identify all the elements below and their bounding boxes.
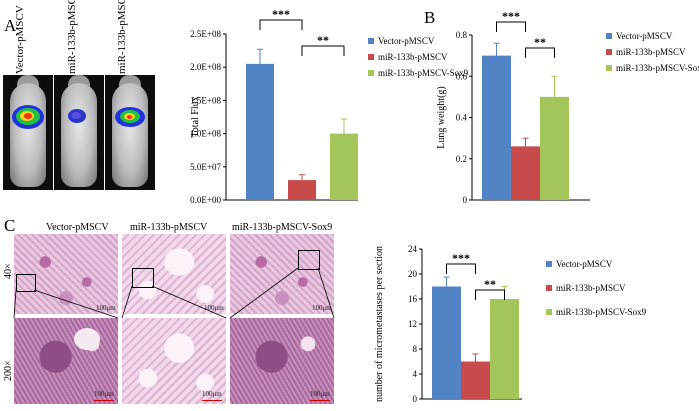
scale-label: 100μm: [312, 304, 332, 312]
legend-swatch-3: [368, 70, 374, 76]
legend-label-3: miR-133b-pMSCV-Sox9: [556, 307, 647, 317]
bar-2: [511, 146, 540, 200]
significance-label: **: [484, 277, 496, 291]
significance-label: ***: [452, 251, 470, 265]
y-tick-label: 0: [413, 394, 418, 404]
panel-letter-a: A: [4, 16, 17, 35]
bar-1: [432, 286, 461, 399]
y-tick-label: 24: [408, 244, 418, 254]
zoom-box-sox9: [298, 250, 320, 270]
legend-swatch-1: [606, 33, 612, 39]
y-tick-label: 0.4: [456, 113, 468, 123]
legend-swatch-3: [546, 309, 552, 315]
panel-letter-c: C: [4, 216, 16, 235]
bar-2: [288, 180, 316, 200]
panel-letter-b: B: [424, 8, 436, 27]
legend-swatch-1: [546, 261, 552, 267]
y-tick-label: 8: [413, 344, 418, 354]
significance-bracket: [525, 47, 555, 58]
significance-label: **: [317, 33, 329, 47]
legend-label-2: miR-133b-pMSCV: [378, 52, 448, 62]
histo-title-mir: miR-133b-pMSCV: [130, 222, 208, 233]
mouse-image-mir: [54, 75, 104, 190]
y-axis-label: Lung weight(g): [436, 86, 447, 149]
significance-bracket: [475, 289, 505, 300]
zoom-box-mir: [132, 268, 154, 288]
y-tick-label: 2.5E+08: [190, 29, 221, 39]
scale-label: 100μm: [94, 390, 114, 398]
histo-mir-40x: 100μm: [122, 234, 226, 314]
legend-label-1: Vector-pMSCV: [616, 31, 673, 41]
zoom-box-vector: [16, 274, 36, 292]
y-tick-label: 0.8: [456, 30, 468, 40]
legend-label-1: Vector-pMSCV: [556, 259, 613, 269]
y-tick-label: 1.0E+08: [190, 129, 221, 139]
bar-3: [330, 133, 358, 200]
y-tick-label: 0: [463, 195, 468, 205]
bar-2: [461, 361, 490, 399]
bar-1: [246, 63, 274, 200]
bar-3: [490, 299, 519, 399]
significance-label: ***: [272, 7, 290, 21]
histo-vector-200x: 100μm: [14, 318, 118, 404]
y-tick-label: 20: [408, 269, 418, 279]
histo-sox9-40x: 100μm: [230, 234, 334, 314]
y-tick-label: 12: [408, 319, 417, 329]
legend-swatch-2: [606, 49, 612, 55]
scale-label: 100μm: [204, 304, 224, 312]
histo-title-vector: Vector-pMSCV: [46, 222, 109, 233]
mouse-image-vector: [3, 75, 53, 190]
scale-label: 100μm: [96, 304, 116, 312]
legend-swatch-2: [368, 54, 374, 60]
legend-label-2: miR-133b-pMSCV: [616, 47, 686, 57]
bar-1: [482, 55, 511, 200]
y-axis-label: Total Flux: [190, 96, 201, 137]
legend-label-3: miR-133b-pMSCV-Sox9: [378, 68, 469, 78]
histo-sox9-200x: 100μm: [230, 318, 334, 404]
y-tick-label: 0.0E+00: [190, 195, 221, 205]
legend-swatch-1: [368, 38, 374, 44]
significance-bracket: [259, 19, 303, 30]
legend-swatch-2: [546, 285, 552, 291]
scale-label: 100μm: [310, 390, 330, 398]
y-tick-label: 1.5E+08: [190, 95, 221, 105]
y-tick-label: 2.0E+08: [190, 62, 221, 72]
legend-label-1: Vector-pMSCV: [378, 36, 435, 46]
significance-bracket: [496, 21, 526, 32]
significance-bracket: [301, 45, 345, 56]
legend-swatch-3: [606, 65, 612, 71]
significance-label: **: [534, 35, 546, 49]
y-axis-label: number of micrometastases per section: [374, 246, 385, 402]
mouse-image-sox9: [105, 75, 155, 190]
legend-label-2: miR-133b-pMSCV: [556, 283, 626, 293]
y-tick-label: 16: [408, 294, 418, 304]
histo-title-sox9: miR-133b-pMSCV-Sox9: [232, 222, 333, 233]
y-tick-label: 0.2: [456, 154, 467, 164]
significance-label: ***: [502, 9, 520, 23]
legend-label-3: miR-133b-pMSCV-Sox9: [616, 63, 699, 73]
significance-bracket: [446, 263, 476, 274]
y-tick-label: 4: [413, 369, 418, 379]
bar-3: [540, 96, 569, 200]
histo-mir-200x: 100μm: [122, 318, 226, 404]
y-tick-label: 5.0E+07: [190, 162, 221, 172]
y-tick-label: 0.6: [456, 71, 468, 81]
scale-label: 100μm: [202, 390, 222, 398]
